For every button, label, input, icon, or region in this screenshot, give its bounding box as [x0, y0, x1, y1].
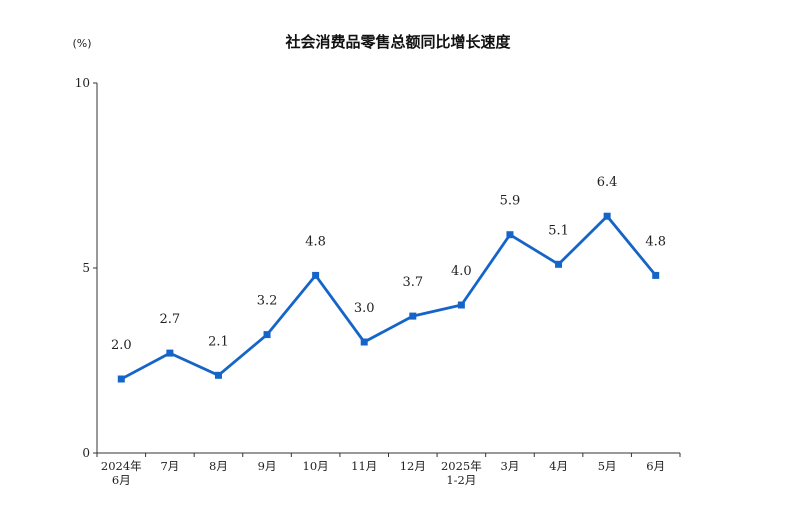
data-label: 2.7 — [160, 312, 181, 327]
x-tick-label: 3月 — [501, 459, 520, 473]
x-tick-label: 5月 — [598, 459, 617, 473]
data-point-marker — [166, 349, 174, 357]
data-point-marker — [603, 212, 611, 220]
y-tick-label: 0 — [82, 446, 90, 460]
x-tick-label: 11月 — [351, 459, 377, 473]
x-tick-label: 8月 — [209, 459, 228, 473]
axes: 0 5 10 2024年 6月 7月 8月 9月 10月 11月 12月 2025年 1-2月 3月 4月 5… — [75, 76, 681, 487]
x-tick-label: 6月 — [646, 459, 665, 473]
data-label: 3.7 — [402, 275, 423, 290]
data-point-marker — [214, 371, 222, 379]
x-tick-label: 2024年 6月 — [101, 459, 142, 487]
x-tick-label: 7月 — [160, 459, 179, 473]
x-tick-label: 12月 — [400, 459, 426, 473]
data-point-marker — [117, 375, 125, 383]
data-label: 4.8 — [305, 234, 326, 249]
data-point-marker — [652, 271, 660, 279]
data-point-marker — [312, 271, 320, 279]
y-tick-label: 10 — [75, 76, 90, 90]
data-label: 3.2 — [257, 294, 278, 309]
data-point-marker — [263, 331, 271, 339]
data-label: 6.4 — [597, 175, 618, 190]
data-label: 5.9 — [500, 194, 521, 209]
series-line — [120, 214, 657, 381]
data-label: 4.0 — [451, 264, 472, 279]
data-point-marker — [555, 260, 563, 268]
x-tick-label: 4月 — [549, 459, 568, 473]
y-axis-unit-label: (%) — [72, 37, 91, 50]
data-label: 2.0 — [111, 338, 132, 353]
y-tick-label: 5 — [82, 261, 90, 275]
data-label: 5.1 — [548, 223, 569, 238]
chart-title: 社会消费品零售总额同比增长速度 — [284, 33, 511, 51]
series-layer — [117, 212, 660, 383]
data-point-marker — [457, 301, 465, 309]
data-label: 2.1 — [208, 334, 229, 349]
data-label: 3.0 — [354, 301, 375, 316]
data-labels: 2.0 2.7 2.1 3.2 4.8 3.0 3.7 4.0 5.9 5.1 6.4 4.8 — [111, 175, 666, 353]
data-label: 4.8 — [645, 234, 666, 249]
data-point-marker — [409, 312, 417, 320]
x-tick-label: 2025年 1-2月 — [441, 459, 482, 487]
x-tick-label: 9月 — [258, 459, 277, 473]
x-tick-label: 10月 — [303, 459, 329, 473]
data-point-marker — [360, 338, 368, 346]
data-point-marker — [506, 231, 514, 239]
